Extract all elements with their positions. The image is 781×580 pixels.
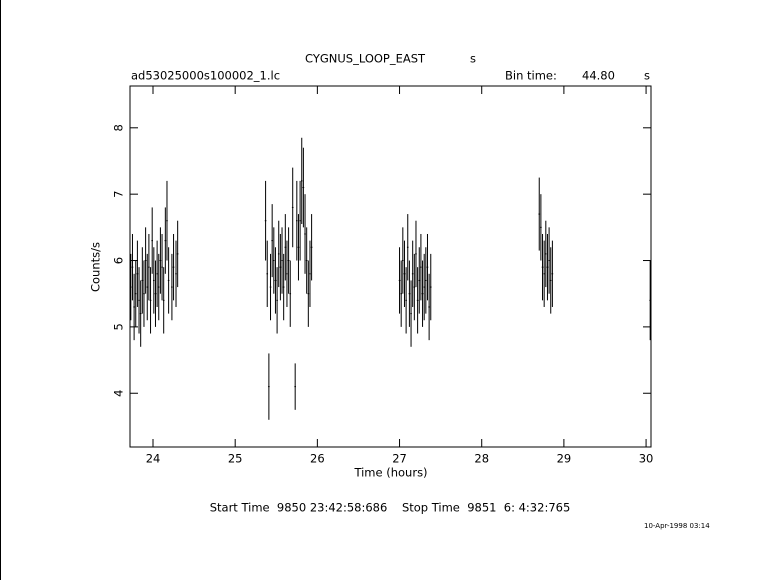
plot-frame [129,85,652,448]
y-tick-label: 8 [112,124,126,131]
x-tick-label: 25 [228,452,243,466]
y-tick-label: 6 [112,257,126,264]
bin-time: 44.80 [582,69,615,83]
x-tick-label: 24 [146,452,161,466]
chart-title: CYGNUS_LOOP_EAST [305,52,426,66]
time-range: Start Time 9850 23:42:58:686 Stop Time 9… [210,501,571,515]
y-tick-label: 4 [112,390,126,397]
bin-time-unit: s [644,69,650,83]
x-axis-label: Time (hours) [353,466,427,480]
y-axis-label: Counts/s [89,242,103,292]
bin-time-label: Bin time: [505,69,557,83]
x-tick-label: 30 [639,452,654,466]
date-stamp: 10-Apr-1998 03:14 [644,522,710,530]
x-tick-label: 26 [310,452,325,466]
file-label: ad53025000s100002_1.lc [131,69,280,83]
title-suffix: s [470,52,476,66]
x-tick-label: 27 [392,452,407,466]
x-tick-label: 28 [474,452,489,466]
x-tick-label: 29 [557,452,572,466]
y-tick-label: 5 [112,323,126,330]
y-tick-label: 7 [112,191,126,198]
